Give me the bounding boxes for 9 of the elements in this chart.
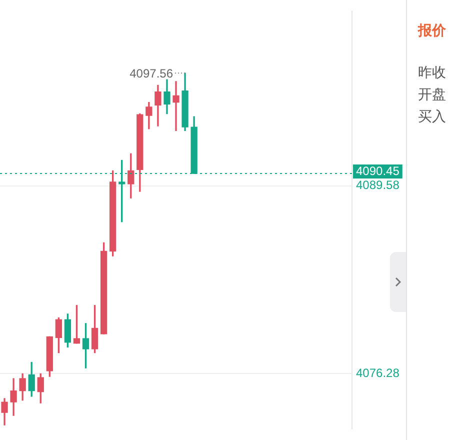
- annotation: 4097.56: [130, 66, 174, 80]
- text: 开盘: [418, 86, 446, 104]
- y-tick-label: 4089.58: [356, 178, 400, 192]
- ref-line-label: 4090.45: [356, 164, 400, 178]
- text: 报价: [418, 22, 446, 40]
- text: 昨收: [418, 64, 446, 82]
- y-tick-label: 4076.28: [356, 366, 400, 380]
- candlestick: [172, 81, 180, 132]
- text: 买入: [418, 108, 446, 126]
